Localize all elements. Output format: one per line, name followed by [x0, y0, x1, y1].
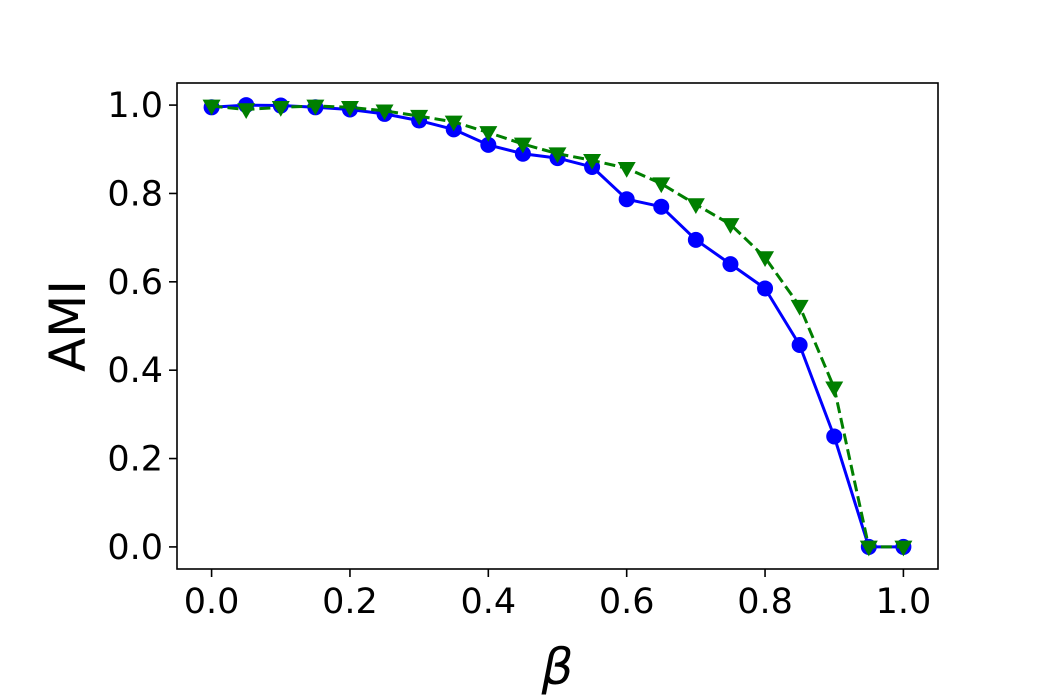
- x-tick-label: 0.2: [322, 582, 378, 622]
- x-tick-label: 0.8: [737, 582, 793, 622]
- series-2-point: [444, 115, 463, 132]
- series-2-point: [825, 381, 844, 398]
- y-tick-label: 1.0: [107, 86, 163, 126]
- x-tick-label: 0.4: [460, 582, 516, 622]
- series-2-point: [894, 540, 913, 557]
- series-2-point: [375, 104, 394, 121]
- series-2-point: [513, 137, 532, 154]
- series-1-point: [791, 336, 808, 353]
- series-2-point: [583, 154, 602, 170]
- series-2: [202, 99, 913, 557]
- series-2-point: [721, 218, 740, 234]
- x-tick-label: 1.0: [876, 582, 932, 622]
- series-2-point: [756, 251, 775, 267]
- series-2-point: [410, 109, 429, 126]
- series-2-point: [859, 540, 878, 557]
- series-2-point: [271, 101, 290, 117]
- series-1-point: [618, 191, 635, 208]
- series-1-point: [687, 231, 704, 248]
- series-2-point: [479, 126, 498, 142]
- series-2-point: [340, 101, 359, 117]
- series-1-point: [514, 145, 531, 162]
- series-2-point: [686, 198, 705, 214]
- series-2-point: [202, 99, 221, 116]
- series-layer: [202, 97, 913, 557]
- x-tick-label: 0.0: [184, 582, 240, 622]
- series-2-point: [617, 161, 636, 178]
- ticks-layer: 0.0 0.2 0.4 0.6 0.8 1.0 0.0 0.2 0.4 0.6 0.8 1.0: [107, 86, 931, 622]
- series-1-point: [653, 198, 670, 215]
- x-tick-label: 0.6: [599, 582, 655, 622]
- series-1-point: [757, 280, 774, 297]
- series-1-point: [480, 136, 497, 153]
- x-axis-label: β: [541, 638, 574, 695]
- series-1-point: [826, 428, 843, 445]
- y-tick-label: 0.8: [107, 174, 163, 214]
- y-tick-label: 0.0: [107, 528, 163, 568]
- series-1-point: [722, 256, 739, 273]
- series-2-point: [306, 99, 325, 116]
- plot-frame: [176, 82, 939, 570]
- series-2-point: [652, 177, 671, 194]
- series-2-point: [790, 299, 809, 316]
- y-axis-label: AMI: [39, 280, 97, 372]
- series-2-point: [237, 103, 256, 119]
- y-tick-label: 0.4: [107, 351, 163, 391]
- y-tick-label: 0.2: [107, 440, 163, 480]
- series-2-point: [548, 147, 567, 164]
- y-tick-label: 0.6: [107, 263, 163, 303]
